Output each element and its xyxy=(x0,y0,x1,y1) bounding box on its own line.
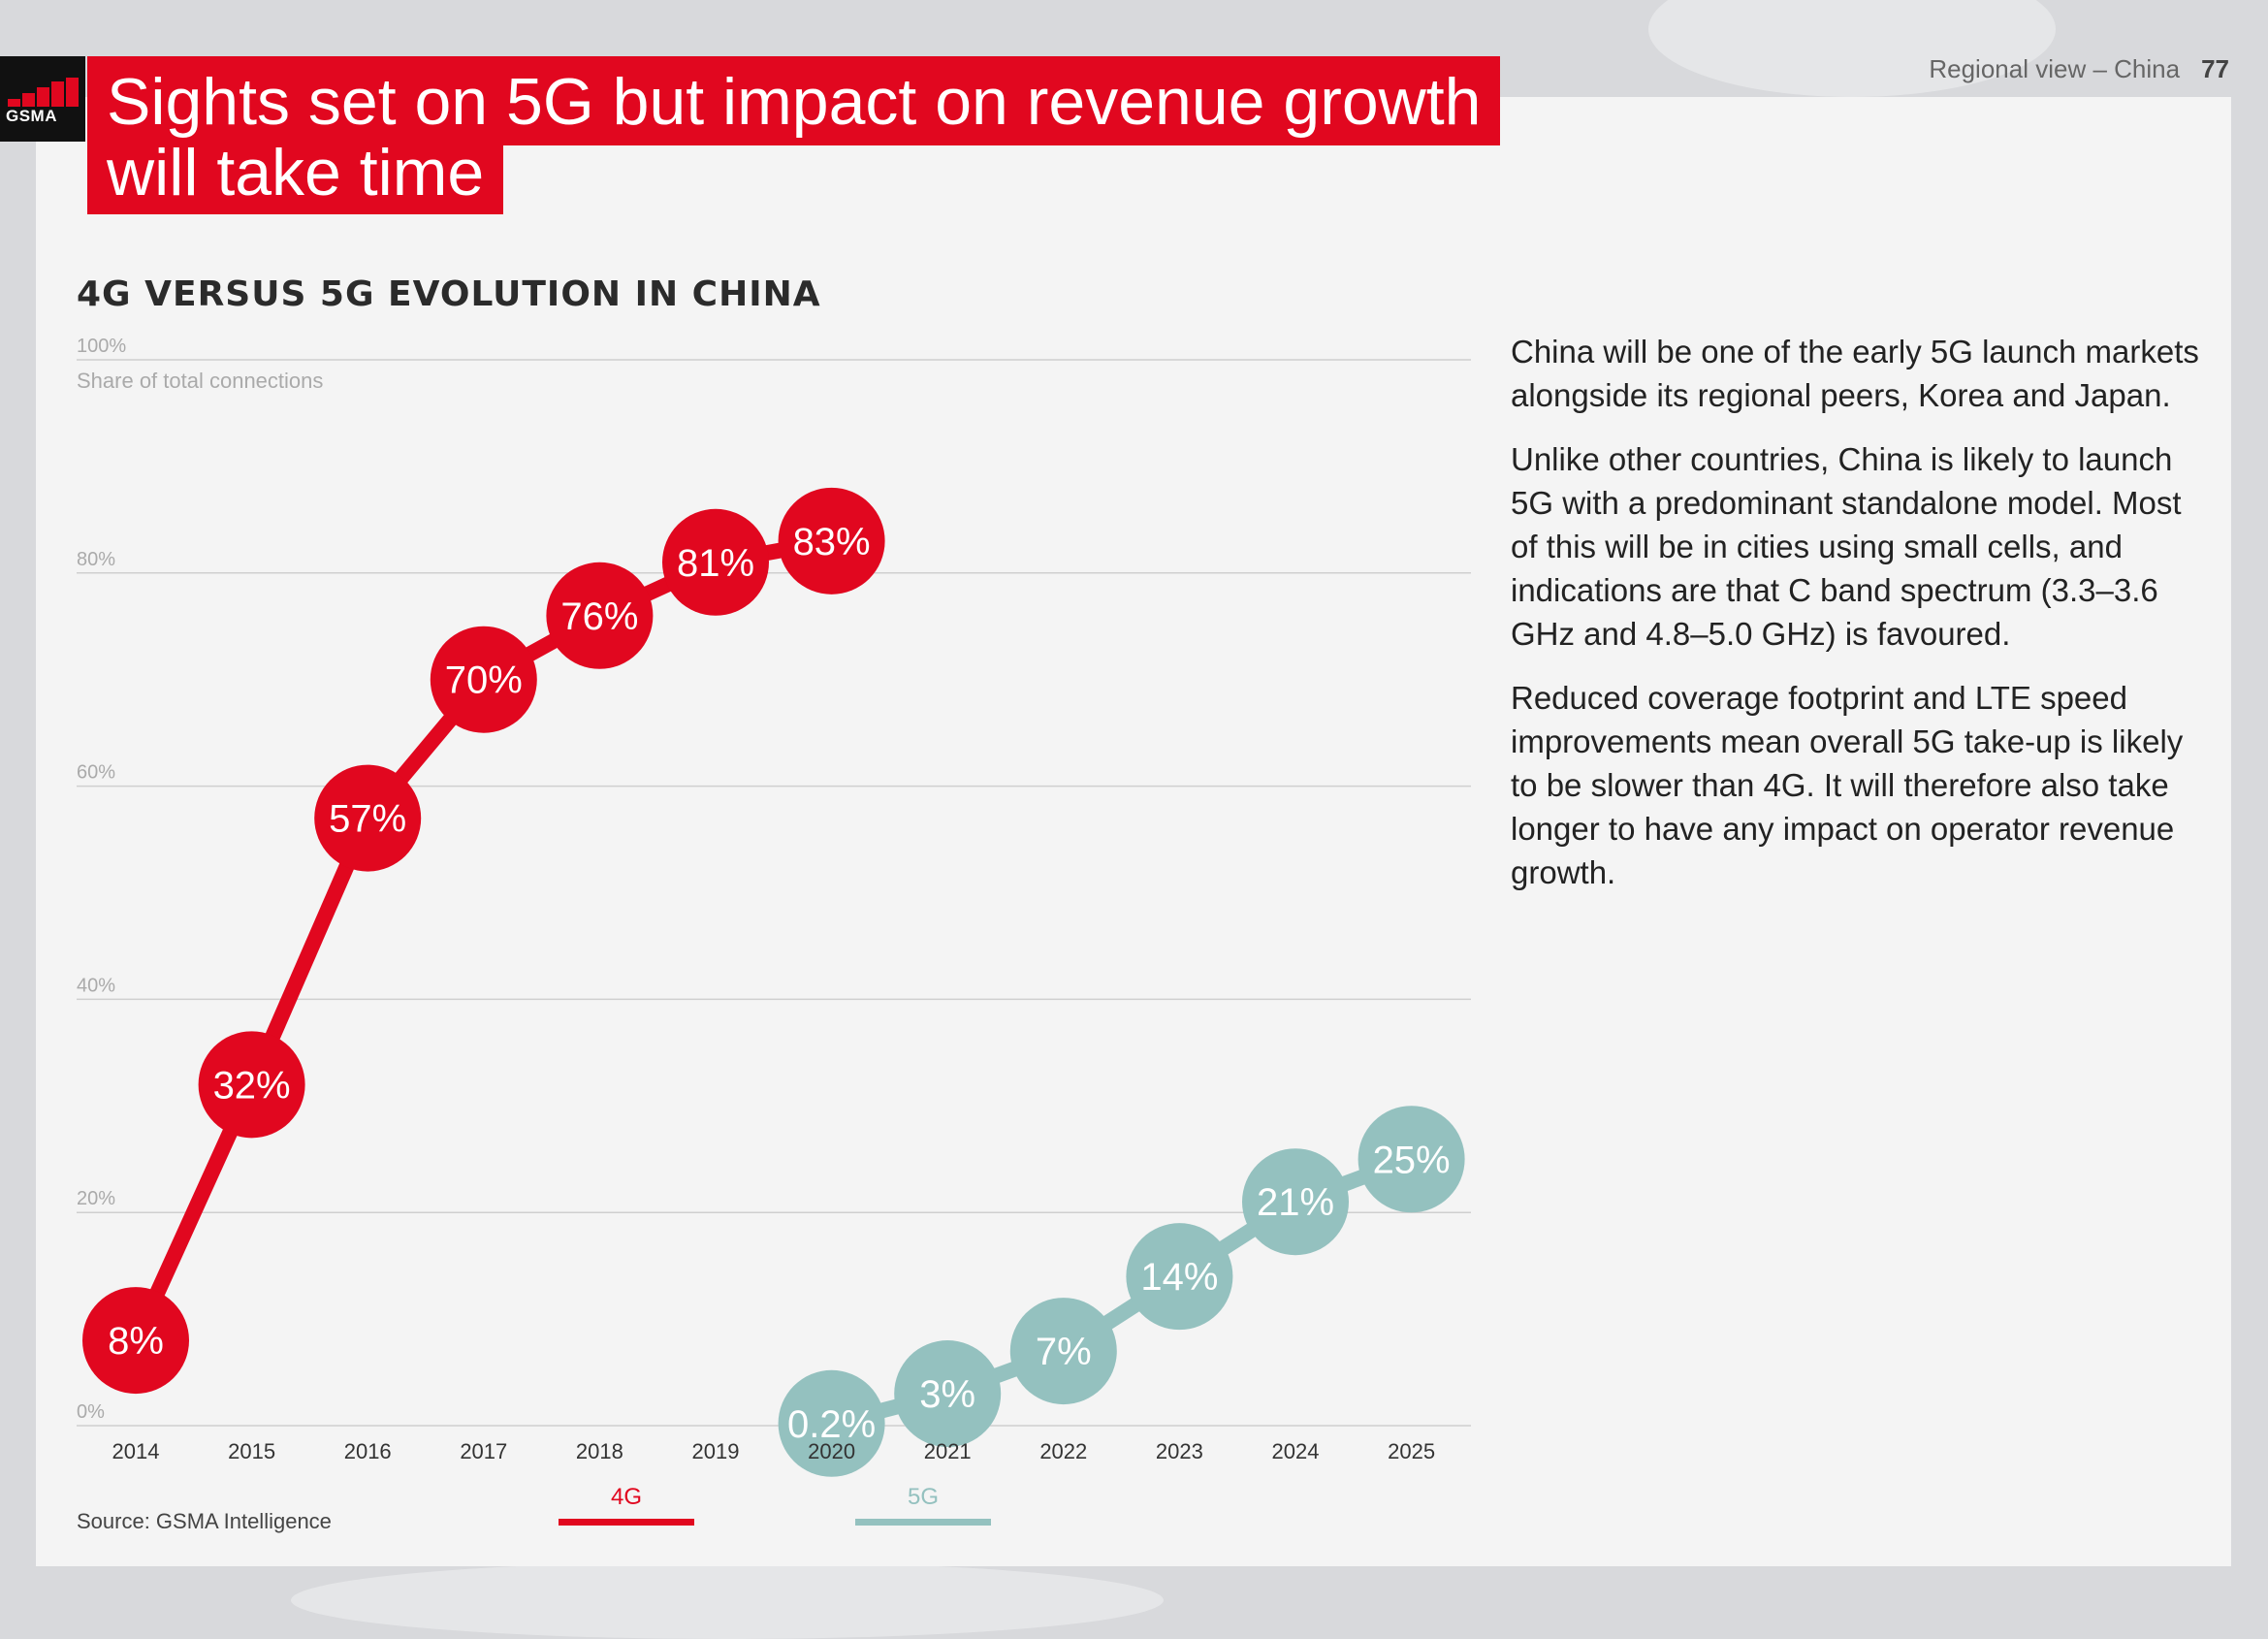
data-label-4g: 8% xyxy=(108,1320,164,1363)
body-paragraph-3: Reduced coverage footprint and LTE speed… xyxy=(1511,680,2184,890)
y-axis-label: Share of total connections xyxy=(77,369,323,393)
data-point-4g xyxy=(82,1287,189,1395)
page-title-line-1: Sights set on 5G but impact on revenue g… xyxy=(87,56,1501,145)
data-label-5g: 3% xyxy=(919,1373,975,1416)
legend-4g-label: 4G xyxy=(610,1484,642,1510)
data-point-5g xyxy=(1242,1148,1349,1256)
body-paragraph-2: Unlike other countries, China is likely … xyxy=(1511,441,2182,652)
y-tick-label: 60% xyxy=(77,762,115,784)
x-tick-label: 2022 xyxy=(1039,1439,1087,1463)
x-tick-label: 2018 xyxy=(576,1439,623,1463)
x-tick-label: 2025 xyxy=(1388,1439,1435,1463)
x-tick-label: 2023 xyxy=(1156,1439,1203,1463)
data-label-4g: 32% xyxy=(213,1064,291,1107)
page-title-line-2: will take time xyxy=(87,140,504,214)
data-point-4g xyxy=(662,508,769,616)
data-label-5g: 7% xyxy=(1036,1331,1092,1373)
x-tick-label: 2016 xyxy=(344,1439,392,1463)
x-tick-label: 2015 xyxy=(228,1439,275,1463)
chart: 0% 20% 40% 60% 80% 100% Share of total connect… xyxy=(77,336,1471,1477)
legend-4g: 4G xyxy=(559,1484,694,1526)
data-point-5g xyxy=(894,1340,1002,1448)
chart-source: Source: GSMA Intelligence xyxy=(77,1509,332,1533)
data-point-5g xyxy=(1358,1106,1465,1213)
legend-5g: 5G xyxy=(855,1484,991,1526)
page-number: 77 xyxy=(2201,54,2229,83)
chart-title: 4G VERSUS 5G EVOLUTION IN CHINA xyxy=(77,274,821,314)
x-tick-label: 2021 xyxy=(924,1439,972,1463)
data-label-5g: 25% xyxy=(1373,1139,1451,1181)
data-point-4g xyxy=(546,562,654,669)
data-label-4g: 70% xyxy=(445,659,523,702)
data-label-4g: 83% xyxy=(793,521,871,563)
data-point-5g xyxy=(1126,1223,1233,1331)
gsma-logo[interactable]: GSMA xyxy=(0,56,85,142)
y-tick-label: 100% xyxy=(77,336,126,357)
data-point-5g xyxy=(1009,1298,1117,1405)
data-point-4g xyxy=(198,1031,305,1139)
section-label: Regional view – China xyxy=(1929,54,2181,83)
legend-5g-label: 5G xyxy=(907,1484,939,1510)
data-point-5g xyxy=(778,1369,885,1477)
x-tick-label: 2014 xyxy=(112,1439,160,1463)
x-tick-label: 2019 xyxy=(692,1439,740,1463)
data-label-4g: 57% xyxy=(329,798,406,841)
data-label-4g: 81% xyxy=(677,542,754,585)
logo-text: GSMA xyxy=(6,107,57,125)
y-tick-label: 40% xyxy=(77,975,115,996)
body-paragraph-1: China will be one of the early 5G launch… xyxy=(1511,334,2199,413)
y-tick-label: 0% xyxy=(77,1401,105,1423)
data-label-5g: 14% xyxy=(1140,1256,1218,1299)
data-point-4g xyxy=(778,487,885,595)
x-tick-label: 2024 xyxy=(1272,1439,1320,1463)
y-tick-label: 80% xyxy=(77,549,115,570)
legend-4g-swatch xyxy=(559,1519,694,1526)
data-label-5g: 0.2% xyxy=(787,1403,876,1446)
body-text: China will be one of the early 5G launch… xyxy=(1511,330,2209,915)
data-label-4g: 76% xyxy=(560,595,638,638)
legend-5g-swatch xyxy=(855,1519,991,1526)
data-label-5g: 21% xyxy=(1257,1181,1334,1224)
x-tick-label: 2017 xyxy=(460,1439,507,1463)
page-header-info: Regional view – China 77 xyxy=(1929,54,2229,84)
data-point-4g xyxy=(314,764,422,872)
y-tick-label: 20% xyxy=(77,1188,115,1209)
x-tick-label: 2020 xyxy=(808,1439,855,1463)
data-point-4g xyxy=(430,626,537,733)
logo-bars-icon xyxy=(8,78,79,107)
